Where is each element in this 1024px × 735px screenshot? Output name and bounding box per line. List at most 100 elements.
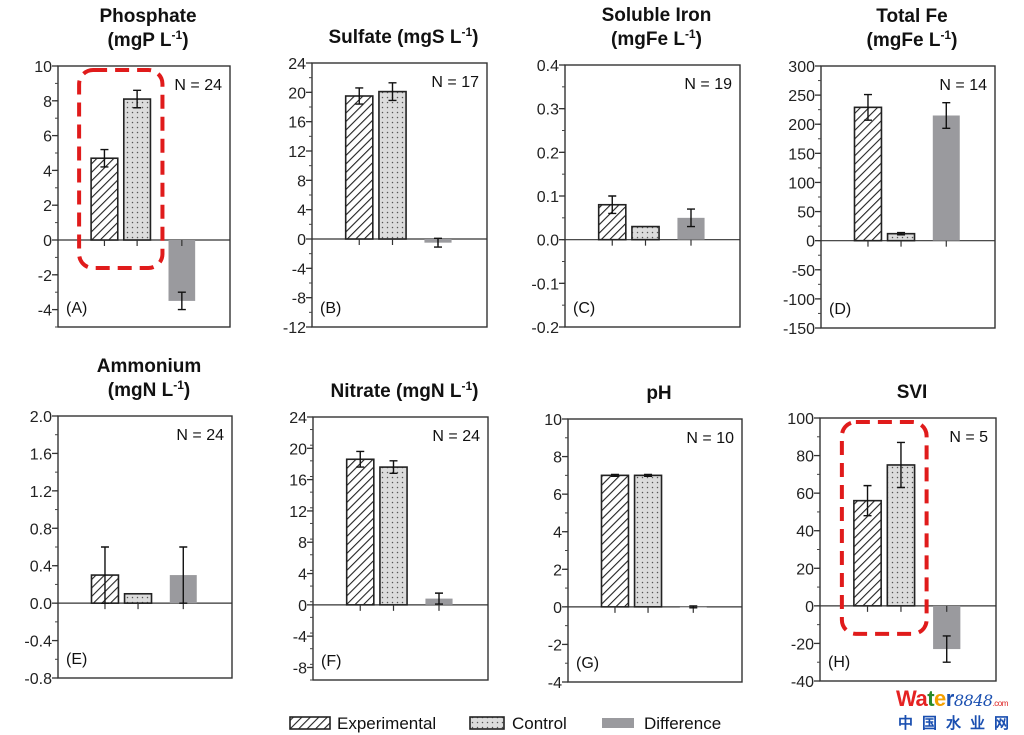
- bar-control: [122, 98, 152, 241]
- chart-panel: Soluble Iron(mgFe L-1)0.40.30.20.10.0-0.…: [531, 5, 741, 337]
- panel-title: (mgFe L-1): [611, 27, 702, 50]
- title-text: (mgFe L: [867, 30, 941, 51]
- sample-size-label: N = 24: [176, 427, 224, 444]
- title-text: Soluble Iron: [602, 5, 712, 26]
- title-text: Ammonium: [97, 356, 202, 377]
- error-bar: [608, 195, 617, 215]
- watermark-letter: r: [945, 686, 955, 711]
- chart-panel: Total Fe(mgFe L-1)300250200150100500-50-…: [783, 6, 996, 338]
- title-text: (mgFe L: [611, 29, 685, 50]
- panel-title: SVI: [897, 382, 928, 403]
- y-tick-label: 0.4: [537, 58, 559, 75]
- title-superscript: -1: [462, 25, 473, 39]
- y-tick-label: 12: [289, 504, 307, 521]
- sample-size-label: N = 5: [949, 429, 988, 446]
- chart-panel: pH 10 8 6 4 2 0 -2 -4 N = 10 (G): [544, 383, 743, 692]
- y-tick-label: 0: [298, 598, 307, 615]
- title-text: Nitrate (mgN L: [331, 381, 462, 402]
- panel-letter: (H): [828, 654, 850, 671]
- y-tick-label: 6: [553, 487, 562, 504]
- y-tick-label: 200: [788, 117, 815, 134]
- plot-frame: [564, 64, 741, 328]
- y-tick-label: -150: [783, 321, 815, 338]
- error-bar: [133, 89, 142, 109]
- panel-letter: (F): [321, 653, 341, 670]
- y-tick-label: 50: [797, 205, 815, 222]
- title-text: (mgN L: [108, 380, 174, 401]
- panel-letter: (B): [320, 300, 341, 317]
- y-tick-label: -12: [283, 320, 306, 337]
- title-text: ): [184, 380, 190, 401]
- error-bar: [644, 473, 653, 477]
- y-tick-label: -2: [38, 268, 52, 285]
- y-tick-label: -0.1: [531, 276, 559, 293]
- y-tick-label: 6: [43, 129, 52, 146]
- legend-item-difference: Difference: [602, 714, 721, 733]
- panel-title: Total Fe: [876, 6, 947, 27]
- error-bar: [942, 635, 951, 663]
- title-text: ): [472, 27, 478, 48]
- bar-difference: [168, 240, 196, 301]
- y-tick-label: -4: [38, 303, 52, 320]
- bar-experimental: [853, 106, 883, 242]
- bar-control: [633, 474, 663, 608]
- y-tick-label: 12: [288, 144, 306, 161]
- legend-swatch-control: [469, 716, 505, 730]
- title-text: Total Fe: [876, 6, 947, 27]
- title-text: pH: [646, 383, 671, 404]
- y-tick-label: 8: [297, 173, 306, 190]
- y-tick-label: 60: [796, 486, 814, 503]
- error-bar: [355, 87, 364, 105]
- legend-label-experimental: Experimental: [337, 714, 436, 733]
- y-tick-label: -100: [783, 292, 815, 309]
- bar-experimental: [853, 499, 882, 607]
- watermark-letters: Water: [896, 686, 954, 711]
- plot-frame: [820, 65, 996, 329]
- title-superscript: -1: [940, 28, 951, 42]
- title-text: ): [472, 381, 478, 402]
- watermark-letter: t: [927, 686, 935, 711]
- chart-panel: Nitrate (mgN L-1) 24 20 16 12 8 4 0 -4 -8 N = 24 (F…: [289, 379, 489, 681]
- sample-size-label: N = 14: [939, 77, 987, 94]
- title-text: ): [696, 29, 702, 50]
- bar-difference: [932, 115, 960, 241]
- y-tick-label: -2: [548, 637, 562, 654]
- y-tick-label: 8: [553, 450, 562, 467]
- y-tick-label: 0: [297, 232, 306, 249]
- y-tick-label: -20: [791, 636, 814, 653]
- y-tick-label: 10: [34, 59, 52, 76]
- panel-letter: (D): [829, 301, 851, 318]
- title-superscript: -1: [173, 378, 184, 392]
- y-tick-label: 8: [298, 535, 307, 552]
- legend: Experimental Control Difference: [289, 714, 721, 733]
- panel-title: Sulfate (mgS L-1): [328, 25, 478, 48]
- plot-frame: [57, 415, 233, 679]
- title-text: Sulfate (mgS L: [328, 27, 461, 48]
- y-tick-label: 0: [806, 234, 815, 251]
- panel-title: (mgP L-1): [107, 28, 188, 51]
- title-text: ): [951, 30, 957, 51]
- bar-control: [631, 225, 660, 241]
- y-tick-label: -4: [293, 629, 307, 646]
- plot-frame: [312, 416, 489, 681]
- watermark-suffix: .com: [992, 699, 1009, 708]
- error-bar: [687, 208, 695, 228]
- y-tick-label: 0.8: [30, 521, 52, 538]
- watermark-logo: Water8848.com 中国水业网: [896, 686, 1024, 735]
- y-tick-label: 4: [43, 163, 52, 180]
- legend-item-control: Control: [469, 714, 567, 733]
- error-bar: [100, 546, 109, 604]
- chart-panel: Ammonium(mgN L-1)2.01.61.20.80.40.0-0.4-…: [24, 356, 233, 688]
- y-tick-label: -4: [292, 261, 306, 278]
- panel-title: Nitrate (mgN L-1): [331, 379, 479, 402]
- y-tick-label: -4: [548, 675, 562, 692]
- y-tick-label: -0.8: [24, 671, 52, 688]
- legend-swatch-experimental: [289, 716, 331, 730]
- plot-frame: [57, 65, 231, 328]
- y-tick-label: 0.1: [537, 189, 559, 206]
- sample-size-label: N = 10: [686, 430, 734, 447]
- y-tick-label: 20: [288, 85, 306, 102]
- error-bar: [863, 484, 872, 517]
- error-bar: [610, 473, 619, 477]
